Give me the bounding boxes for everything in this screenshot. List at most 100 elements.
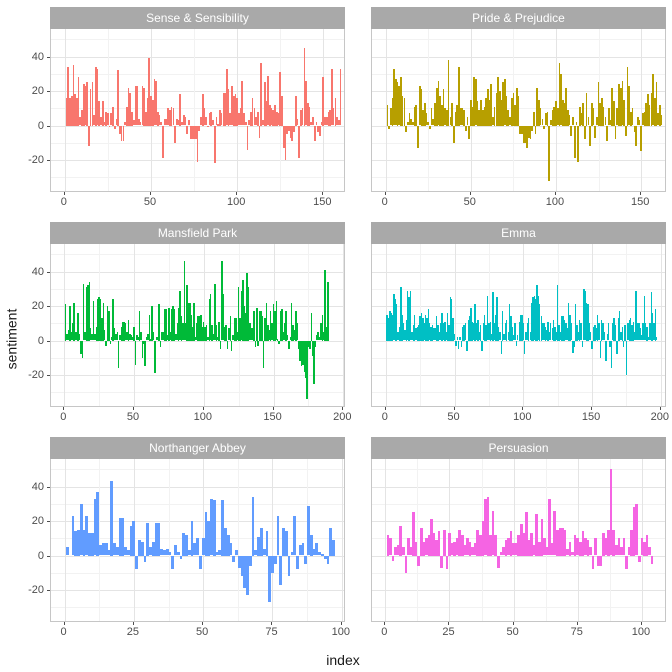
- gridline-y-minor: [51, 177, 344, 179]
- y-tick-mark: [47, 306, 50, 308]
- sentiment-bar: [70, 96, 73, 126]
- sentiment-bar: [617, 318, 619, 341]
- sentiment-bar: [199, 555, 202, 570]
- sentiment-bar: [238, 113, 240, 126]
- sentiment-bar: [417, 555, 420, 566]
- sentiment-bar: [251, 328, 254, 341]
- sentiment-bar: [71, 515, 75, 556]
- sentiment-bar: [443, 529, 446, 556]
- sentiment-bar: [500, 99, 503, 126]
- x-tick-label: 0: [60, 411, 67, 423]
- sentiment-bar: [99, 299, 102, 341]
- sentiment-bar: [553, 510, 556, 556]
- gridline-y-major: [372, 91, 665, 93]
- sentiment-bar: [520, 524, 523, 556]
- sentiment-bar: [391, 97, 394, 126]
- sentiment-bar: [594, 538, 597, 556]
- x-tick-mark: [63, 622, 65, 625]
- sentiment-bar: [196, 125, 199, 162]
- sentiment-bar: [612, 529, 615, 556]
- sentiment-bar: [285, 311, 287, 341]
- sentiment-bar: [324, 269, 326, 341]
- sentiment-bar: [110, 481, 114, 556]
- sentiment-bar: [570, 323, 573, 341]
- sentiment-bar: [165, 309, 167, 341]
- sentiment-bar: [619, 87, 622, 126]
- sentiment-bar: [253, 311, 255, 341]
- sentiment-bar: [620, 546, 623, 556]
- x-axis-ticks: 0 50 100 150: [50, 192, 345, 209]
- sentiment-bar: [481, 110, 484, 126]
- sentiment-bar: [475, 323, 478, 341]
- gridline-y-major: [372, 56, 665, 58]
- sentiment-bar: [301, 108, 304, 126]
- sentiment-bar: [451, 299, 453, 341]
- sentiment-bar: [648, 104, 651, 126]
- sentiment-bar: [223, 527, 227, 556]
- sentiment-bar: [407, 538, 410, 556]
- sentiment-bar: [336, 116, 338, 126]
- sentiment-bar: [73, 302, 75, 341]
- sentiment-bar: [265, 531, 269, 556]
- sentiment-bar: [563, 319, 566, 341]
- sentiment-bar: [539, 304, 541, 341]
- x-tick-mark: [132, 622, 134, 625]
- sentiment-bar: [624, 125, 627, 136]
- sentiment-bar: [413, 314, 416, 341]
- sentiment-bar: [554, 326, 556, 341]
- sentiment-bar: [433, 328, 435, 341]
- sentiment-bar: [576, 538, 580, 556]
- sentiment-bar: [484, 314, 486, 341]
- sentiment-bar: [558, 325, 560, 341]
- sentiment-bar: [225, 325, 227, 341]
- y-tick-mark: [47, 159, 50, 161]
- sentiment-bar: [605, 340, 607, 362]
- sentiment-bar: [164, 309, 166, 341]
- sentiment-bar: [412, 325, 414, 341]
- sentiment-bar: [77, 312, 79, 341]
- x-axis-ticks: 0 50 100 150: [371, 192, 666, 209]
- x-tick-mark: [149, 192, 151, 195]
- sentiment-bar: [108, 311, 110, 341]
- sentiment-bar: [296, 118, 299, 126]
- sentiment-bar: [568, 115, 571, 126]
- facet-persuasion: Persuasion 0 25 50 75 100: [371, 437, 666, 639]
- sentiment-bar: [101, 318, 103, 341]
- sentiment-bar: [427, 122, 430, 126]
- sentiment-bar: [251, 496, 255, 556]
- gridline-y-major: [51, 521, 344, 523]
- sentiment-bar: [610, 340, 613, 369]
- sentiment-bar: [391, 555, 395, 561]
- gridline-y-minor: [372, 469, 665, 471]
- gridline-y-minor: [51, 392, 344, 394]
- sentiment-bar: [642, 113, 644, 126]
- sentiment-bar: [419, 527, 423, 556]
- gridline-y-major: [372, 306, 665, 308]
- sentiment-bar: [623, 99, 625, 126]
- sentiment-bar: [473, 543, 477, 556]
- sentiment-bar: [558, 63, 561, 126]
- sentiment-bar: [499, 552, 503, 556]
- gridline-x-major: [272, 459, 274, 621]
- sentiment-bar: [510, 316, 512, 341]
- sentiment-bar: [563, 529, 567, 556]
- sentiment-bar: [645, 534, 649, 556]
- sentiment-bar: [332, 108, 335, 126]
- sentiment-bar: [393, 293, 395, 341]
- x-tick-label: 75: [570, 626, 583, 638]
- sentiment-bar: [643, 295, 646, 341]
- sentiment-bar: [228, 328, 230, 341]
- sentiment-bar: [298, 545, 302, 556]
- sentiment-bar: [183, 261, 185, 341]
- sentiment-bar: [548, 498, 551, 556]
- sentiment-bar: [514, 323, 516, 341]
- sentiment-bar: [522, 323, 524, 341]
- sentiment-bar: [560, 73, 562, 126]
- sentiment-bar: [230, 340, 233, 351]
- sentiment-bar: [103, 122, 106, 126]
- sentiment-bar: [587, 304, 589, 341]
- sentiment-bar: [420, 312, 423, 341]
- y-tick-label: 0: [37, 549, 44, 562]
- gridline-y-major: [372, 271, 665, 273]
- sentiment-bar: [607, 529, 610, 556]
